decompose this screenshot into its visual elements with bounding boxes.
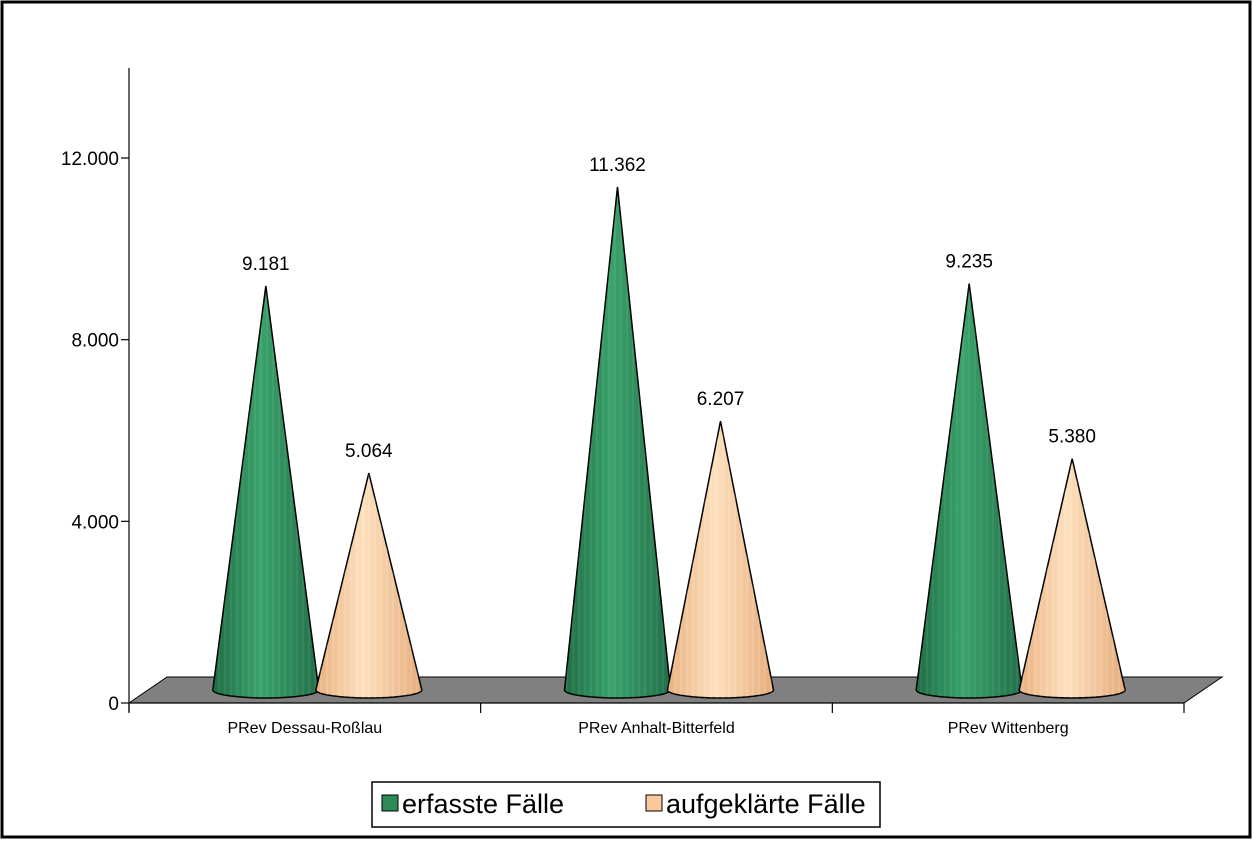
data-label: 5.380 — [1048, 427, 1096, 448]
data-label: 9.235 — [945, 252, 993, 273]
x-tick-label: PRev Anhalt-Bitterfeld — [578, 720, 735, 737]
cone-mark — [315, 472, 423, 699]
y-tick-label: 12.000 — [61, 149, 119, 170]
x-tick-label: PRev Wittenberg — [948, 720, 1069, 737]
data-label: 9.181 — [242, 254, 290, 275]
y-tick-label: 0 — [108, 694, 119, 715]
legend-label: erfasste Fälle — [402, 789, 564, 819]
data-label: 11.362 — [589, 155, 646, 176]
legend-swatch — [381, 794, 399, 812]
cone-mark — [1018, 458, 1126, 699]
y-tick-label: 8.000 — [71, 331, 119, 352]
y-tick-label: 4.000 — [71, 512, 119, 533]
legend-label: aufgeklärte Fälle — [666, 789, 866, 819]
legend-box — [371, 781, 881, 828]
data-label: 5.064 — [345, 441, 393, 462]
legend-swatch — [645, 794, 663, 812]
cone-mark — [666, 420, 775, 699]
x-tick-label: PRev Dessau-Roßlau — [227, 720, 382, 737]
data-label: 6.207 — [697, 389, 745, 410]
legend: erfasste Fälle aufgeklärte Fälle — [371, 781, 881, 828]
